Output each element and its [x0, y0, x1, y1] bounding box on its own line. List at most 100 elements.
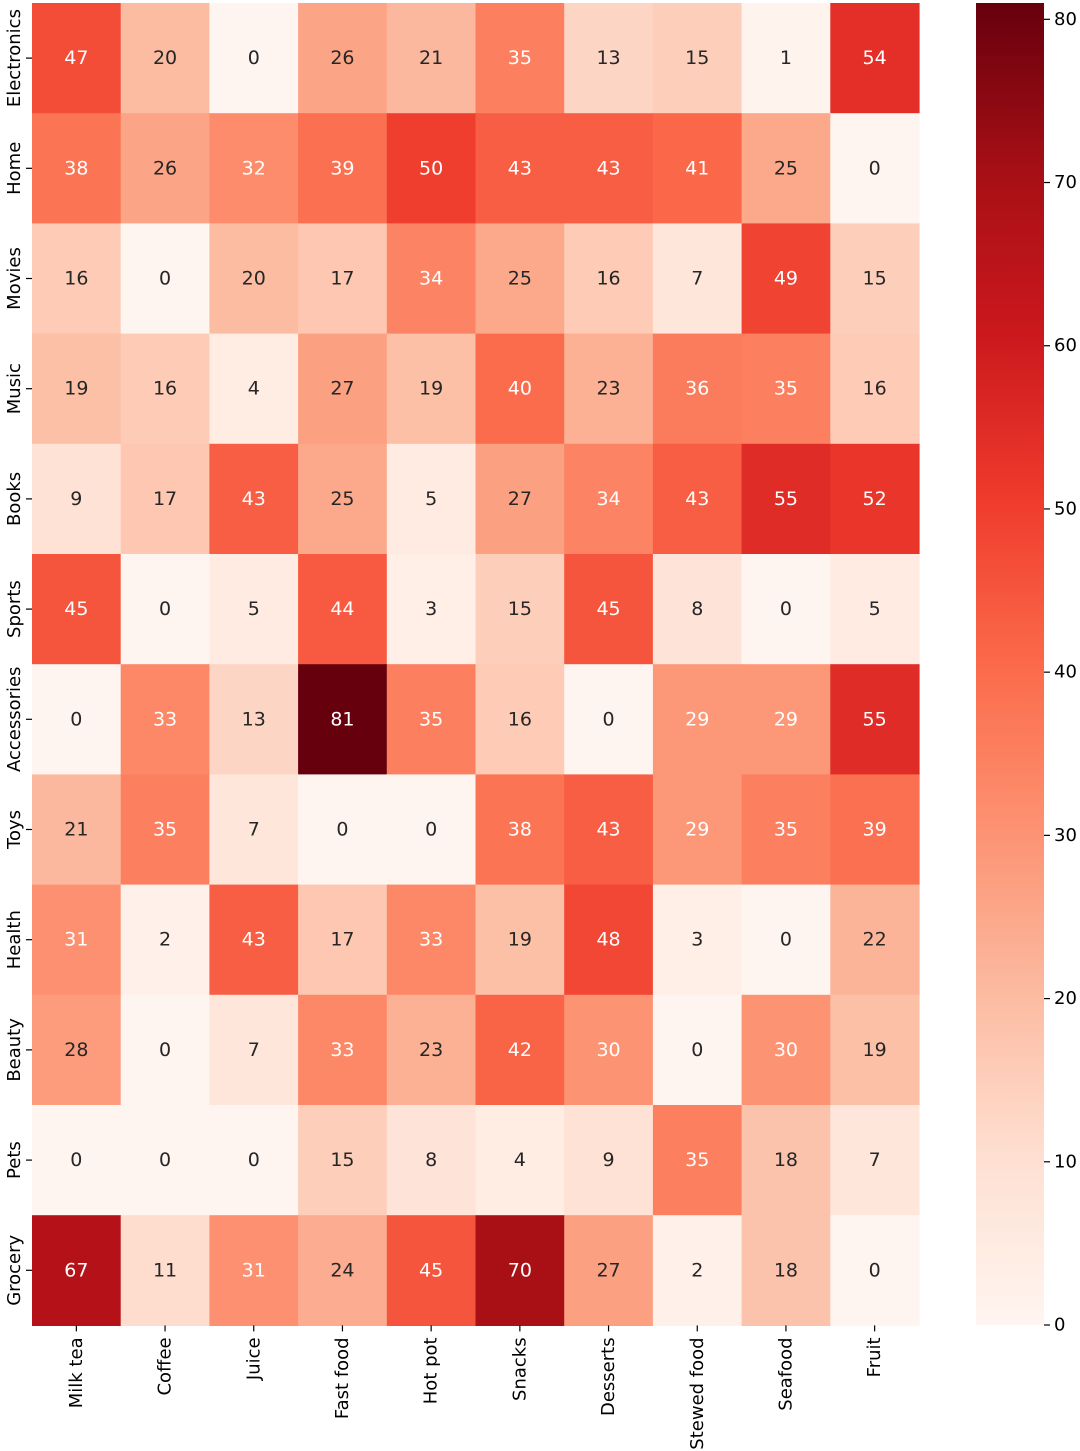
- cell-value-label: 24: [330, 1259, 354, 1281]
- cell-value-label: 16: [64, 268, 88, 290]
- heatmap-cell: [652, 994, 743, 1106]
- heatmap-cell: [741, 664, 831, 775]
- heatmap-cell: [564, 333, 654, 445]
- heatmap-cell: [652, 664, 743, 775]
- heatmap-cell: [32, 3, 122, 114]
- heatmap-cell: [209, 3, 299, 114]
- heatmap-cell: [298, 1215, 388, 1326]
- heatmap-cell: [386, 113, 477, 224]
- cell-value-label: 31: [242, 1259, 266, 1281]
- cell-value-label: 15: [508, 598, 532, 620]
- cell-value-label: 9: [70, 488, 82, 510]
- colorbar-tick-label: 10: [1054, 1151, 1077, 1172]
- cell-value-label: 55: [863, 708, 887, 730]
- heatmap-cell: [32, 223, 122, 335]
- heatmap-cell: [741, 443, 831, 555]
- cell-value-label: 26: [153, 157, 177, 179]
- heatmap-cell: [564, 1105, 654, 1216]
- heatmap-cell: [32, 554, 122, 665]
- heatmap-cell: [564, 884, 654, 996]
- heatmap-cell: [741, 113, 831, 224]
- cell-value-label: 3: [425, 598, 437, 620]
- heatmap-cell: [741, 554, 831, 665]
- y-tick-label: Electronics: [4, 9, 25, 107]
- heatmap-cell: [830, 1215, 920, 1326]
- heatmap-cell: [120, 223, 210, 335]
- heatmap-cell: [209, 113, 299, 224]
- cell-value-label: 16: [153, 378, 177, 400]
- cell-value-label: 25: [508, 268, 532, 290]
- cell-value-label: 5: [425, 488, 437, 510]
- cell-value-label: 27: [508, 488, 532, 510]
- x-tick-label: Seafood: [775, 1337, 796, 1410]
- heatmap-cell: [741, 994, 831, 1106]
- cell-value-label: 81: [330, 708, 354, 730]
- heatmap-cell: [32, 664, 122, 775]
- cell-value-label: 0: [780, 598, 792, 620]
- colorbar-tick-label: 70: [1054, 172, 1077, 193]
- cell-value-label: 47: [64, 47, 88, 69]
- cell-value-label: 35: [153, 819, 177, 841]
- cell-value-label: 0: [159, 598, 171, 620]
- cell-value-label: 21: [64, 819, 88, 841]
- cell-value-label: 31: [64, 929, 88, 951]
- cell-value-label: 0: [869, 157, 881, 179]
- x-tick-label: Hot pot: [421, 1337, 442, 1404]
- x-axis: Milk tea Coffee Juice Fast food Hot pot Snack…: [66, 1325, 885, 1450]
- cell-value-label: 38: [508, 819, 532, 841]
- heatmap-cell: [652, 443, 743, 555]
- cell-value-label: 8: [425, 1149, 437, 1171]
- heatmap-cell: [32, 774, 122, 886]
- heatmap-cell: [209, 333, 299, 445]
- colorbar-tick-label: 50: [1054, 498, 1077, 519]
- heatmap-cell: [564, 664, 654, 775]
- cell-value-label: 0: [70, 708, 82, 730]
- cell-value-label: 16: [596, 268, 620, 290]
- cell-value-label: 43: [242, 929, 266, 951]
- cell-value-label: 4: [248, 378, 260, 400]
- heatmap-cell: [32, 113, 122, 224]
- heatmap-cell: [475, 1105, 565, 1216]
- cell-value-label: 0: [336, 819, 348, 841]
- heatmap-cell: [298, 884, 388, 996]
- cell-value-label: 27: [330, 378, 354, 400]
- cell-value-label: 23: [419, 1039, 443, 1061]
- cell-value-label: 5: [248, 598, 260, 620]
- x-tick-label: Fruit: [864, 1337, 885, 1377]
- cell-value-label: 0: [248, 1149, 260, 1171]
- heatmap-cell: [475, 443, 565, 555]
- heatmap-cell: [120, 664, 210, 775]
- cell-value-label: 32: [242, 157, 266, 179]
- heatmap-cell: [32, 1105, 122, 1216]
- cell-value-label: 34: [596, 488, 620, 510]
- heatmap-cell: [741, 223, 831, 335]
- cell-value-label: 16: [508, 708, 532, 730]
- heatmap-cell: [32, 884, 122, 996]
- heatmap-cell: [298, 994, 388, 1106]
- heatmap-cell: [209, 774, 299, 886]
- cell-value-label: 33: [153, 708, 177, 730]
- heatmap-cell: [475, 3, 565, 114]
- heatmap-cell: [741, 333, 831, 445]
- cell-value-label: 39: [863, 819, 887, 841]
- cell-value-label: 27: [596, 1259, 620, 1281]
- heatmap-cell: [564, 223, 654, 335]
- cell-value-label: 29: [685, 819, 709, 841]
- cell-value-label: 43: [596, 157, 620, 179]
- heatmap-cell: [298, 223, 388, 335]
- cell-value-label: 70: [508, 1259, 532, 1281]
- y-tick-label: Accessories: [4, 667, 25, 773]
- heatmap-cell: [741, 884, 831, 996]
- heatmap-cell: [652, 1215, 743, 1326]
- y-tick-label: Home: [4, 142, 25, 195]
- heatmap-cell: [120, 1215, 210, 1326]
- heatmap-cell: [298, 664, 388, 775]
- colorbar-gradient: [976, 3, 1044, 1325]
- heatmap-cell: [386, 1105, 477, 1216]
- cell-value-label: 45: [596, 598, 620, 620]
- heatmap-cell: [830, 774, 920, 886]
- cell-value-label: 16: [863, 378, 887, 400]
- heatmap-cell: [209, 664, 299, 775]
- cell-value-label: 55: [774, 488, 798, 510]
